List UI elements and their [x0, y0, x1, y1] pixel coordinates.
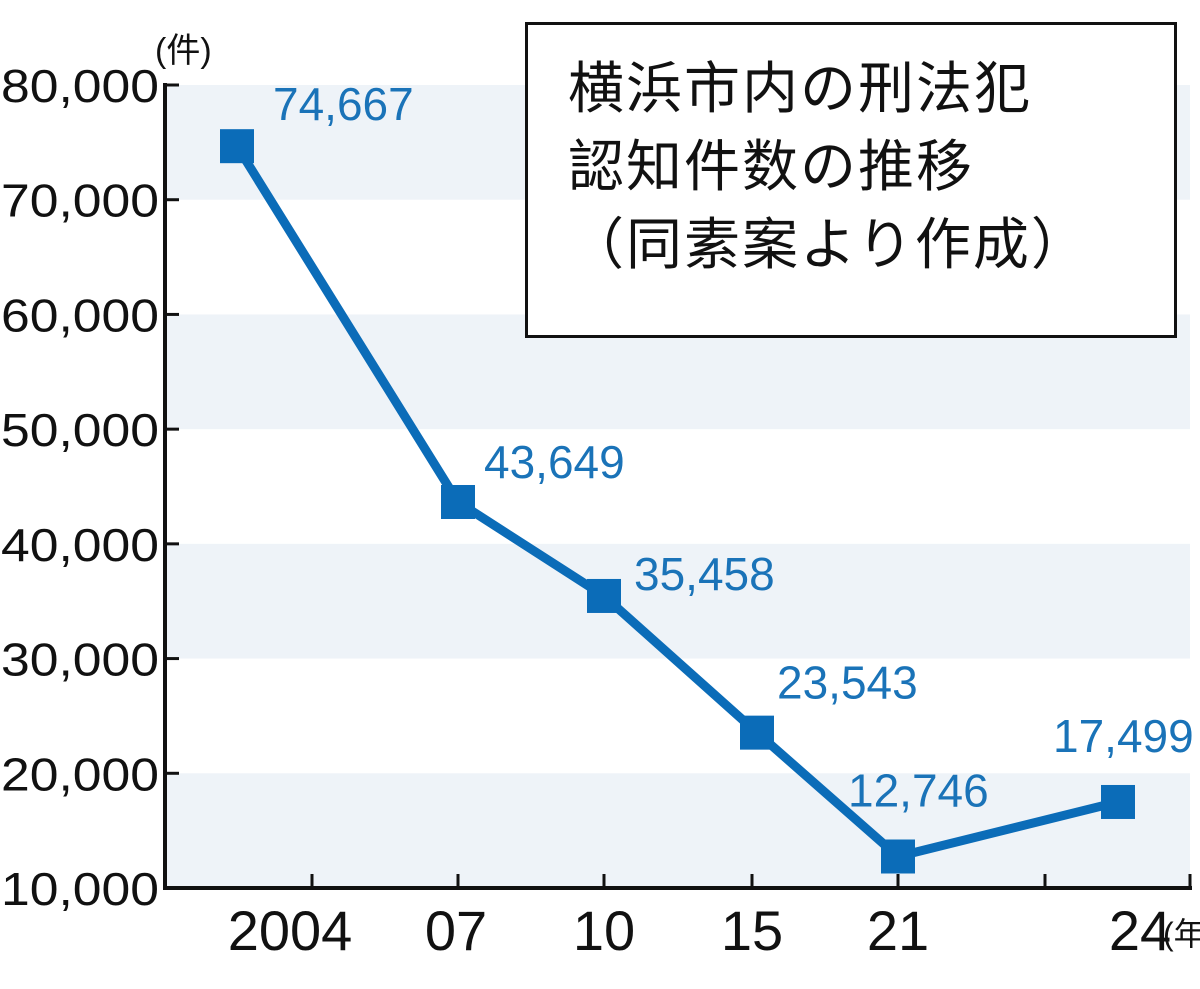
x-tick-label: 2004 [228, 899, 353, 962]
x-unit-label: (年) [1163, 916, 1200, 952]
data-label: 43,649 [484, 436, 625, 488]
chart-title-line-2: 認知件数の推移 [568, 135, 974, 200]
x-tick-label: 07 [425, 899, 487, 962]
data-point [587, 578, 621, 613]
y-tick-label: 20,000 [1, 748, 159, 800]
y-tick-label: 80,000 [1, 60, 159, 112]
data-label: 74,667 [273, 78, 414, 130]
x-tick-label: 21 [867, 899, 929, 962]
chart-title-line-1: 横浜市内の刑法犯 [568, 57, 1032, 122]
x-tick-label: 10 [573, 899, 635, 962]
data-point [1101, 784, 1135, 819]
grid-band [165, 773, 1190, 888]
data-point [881, 839, 915, 874]
chart-title-line-3: （同素案より作成） [568, 213, 1089, 278]
x-tick-label: 24 [1109, 899, 1171, 962]
data-point [220, 129, 254, 164]
y-tick-label: 30,000 [1, 634, 159, 686]
series-line [233, 143, 1120, 861]
chart-title-box: 横浜市内の刑法犯 認知件数の推移 （同素案より作成） [525, 22, 1177, 338]
data-point [740, 715, 774, 750]
data-label: 12,746 [848, 764, 989, 816]
y-tick-label: 40,000 [1, 519, 159, 571]
y-tick-label: 50,000 [1, 404, 159, 456]
x-tick-label: 15 [721, 899, 783, 962]
grid-band [165, 543, 1190, 659]
y-tick-label: 10,000 [1, 863, 159, 915]
data-point [441, 484, 475, 519]
y-unit-label: (件) [155, 32, 212, 70]
data-label: 17,499 [1053, 710, 1194, 762]
data-label: 35,458 [634, 548, 775, 600]
y-tick-label: 60,000 [1, 289, 159, 341]
y-tick-label: 70,000 [1, 175, 159, 227]
data-label: 23,543 [777, 657, 918, 709]
